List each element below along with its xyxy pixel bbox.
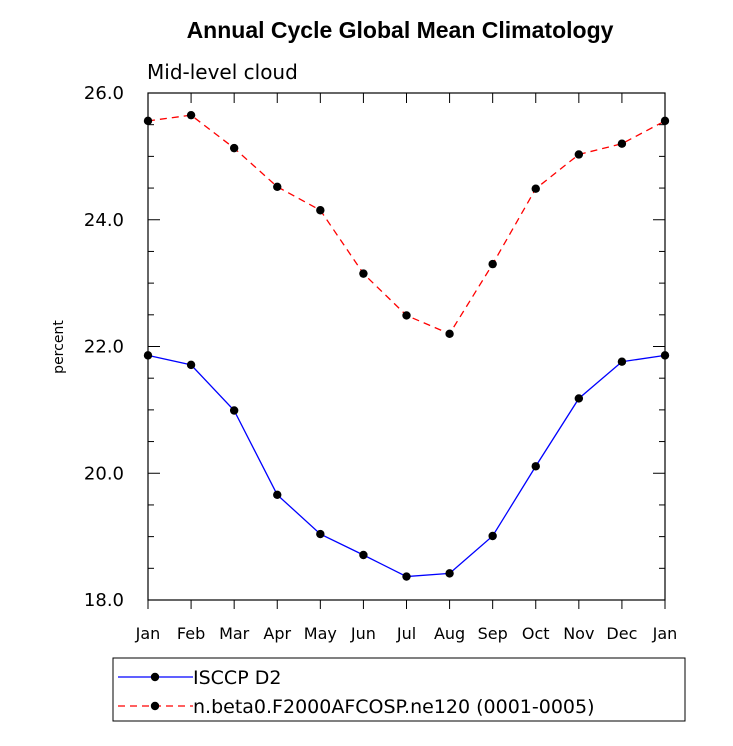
data-point — [143, 116, 153, 126]
x-tick-label: Feb — [177, 624, 205, 643]
data-point — [531, 462, 540, 471]
data-point — [359, 269, 368, 278]
data-point — [402, 311, 411, 320]
data-point — [488, 259, 497, 269]
x-tick-label: Oct — [522, 624, 550, 643]
data-point — [445, 569, 454, 578]
series-line — [147, 114, 666, 335]
data-point — [359, 550, 368, 560]
x-tick-label: Apr — [263, 624, 291, 643]
data-point — [316, 206, 325, 215]
legend-box — [112, 657, 686, 722]
data-point — [617, 357, 627, 366]
series-line — [147, 354, 666, 578]
legend-swatch-marker — [150, 701, 160, 711]
series-2 — [143, 110, 670, 339]
series-1 — [143, 351, 670, 581]
x-tick-label: Sep — [478, 624, 508, 643]
data-point — [660, 351, 670, 360]
x-tick-label: Aug — [434, 624, 465, 643]
data-point — [574, 394, 584, 403]
legend: ISCCP D2 n.beta0.F2000AFCOSP.ne120 (0001-… — [118, 667, 595, 718]
data-point — [316, 529, 325, 539]
data-point — [445, 329, 454, 339]
data-point — [273, 490, 282, 499]
y-axis-label: percent — [51, 320, 67, 374]
legend-label: ISCCP D2 — [193, 667, 281, 689]
data-point — [574, 150, 584, 159]
data-point — [531, 184, 540, 193]
legend-label: n.beta0.F2000AFCOSP.ne120 (0001-0005) — [193, 696, 595, 718]
chart-title: Annual Cycle Global Mean Climatology — [187, 17, 614, 43]
data-point — [186, 360, 196, 370]
data-point — [617, 139, 627, 148]
y-tick-label: 18.0 — [84, 590, 124, 611]
x-tick-label: Jun — [350, 624, 376, 643]
data-point — [273, 182, 282, 191]
data-point — [488, 531, 497, 541]
y-tick-label: 20.0 — [84, 463, 124, 484]
x-tick-label: Jul — [396, 624, 416, 643]
x-tick-label: Nov — [563, 624, 594, 643]
data-point — [143, 351, 153, 360]
y-tick-label: 24.0 — [84, 210, 124, 231]
legend-item: n.beta0.F2000AFCOSP.ne120 (0001-0005) — [118, 696, 595, 718]
ticks: 18.0 20.0 22.0 24.0 26.0 Jan Feb Mar Apr May Jun Ju… — [84, 83, 677, 643]
y-tick-label: 22.0 — [84, 337, 124, 358]
x-tick-label: Jan — [652, 624, 678, 643]
data-point — [229, 143, 239, 153]
y-tick-label: 26.0 — [84, 83, 124, 104]
series-layer — [143, 110, 670, 581]
x-tick-label: Jan — [135, 624, 161, 643]
chart-subtitle: Mid-level cloud — [147, 60, 298, 84]
data-point — [229, 406, 239, 415]
legend-swatch-marker — [150, 672, 160, 682]
x-tick-label: Dec — [606, 624, 637, 643]
x-tick-label: Mar — [219, 624, 250, 643]
x-tick-label: May — [304, 624, 337, 643]
data-point — [186, 110, 196, 120]
data-point — [402, 572, 411, 581]
plot-frame — [147, 92, 666, 601]
data-point — [660, 116, 670, 126]
legend-item: ISCCP D2 — [118, 667, 281, 689]
